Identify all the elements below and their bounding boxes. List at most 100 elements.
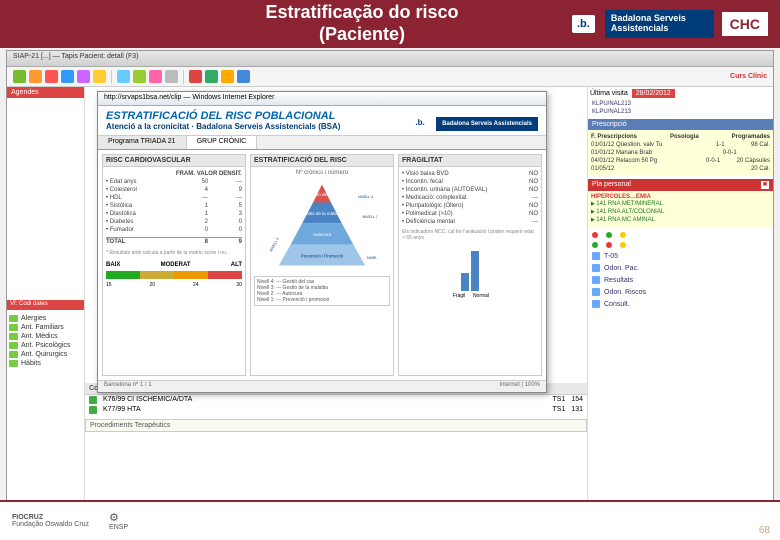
left-category-list: AlergiesAnt. FamiliarsAnt. MèdicsAnt. Ps…	[7, 312, 84, 370]
svg-text:Autocura: Autocura	[313, 232, 332, 237]
fiocruz-sub: Fundação Oswaldo Cruz	[12, 521, 89, 528]
frailty-row: • Pluripatològic (Ollero)NO	[402, 202, 538, 210]
left-item[interactable]: Hàbits	[9, 359, 82, 368]
right-panel: Última visita 28/02/2012 KLPU/NAL213 KLP…	[587, 87, 773, 507]
chc-logo: CHC	[722, 12, 768, 36]
presc-row: 01/05/1220 Cal.	[591, 165, 770, 173]
status-dots-1	[588, 230, 773, 240]
folder-icon	[9, 360, 18, 367]
banner-sub: Atenció a la cronicitat · Badalona Serve…	[106, 122, 340, 131]
plan-header-text: Pla personal	[592, 181, 631, 189]
b-logo-small: .b.	[410, 115, 429, 130]
code1: KLPU/NAL213	[588, 100, 773, 108]
tab-triada[interactable]: Programa TRIADA 21	[98, 136, 187, 149]
cv-row: • Sistòlica15	[106, 202, 242, 210]
presc-header: Prescripció	[588, 119, 773, 130]
left-item[interactable]: Ant. Mèdics	[9, 332, 82, 341]
nav-icon	[592, 276, 600, 284]
toolbar-button-2[interactable]	[45, 70, 58, 83]
plan-item[interactable]: 141 RNA MC AMINAL	[591, 216, 770, 224]
toolbar: Curs Clínic	[7, 67, 773, 87]
nav-item[interactable]: Resultats	[588, 274, 773, 286]
pyramid-summary: Nivell 4: --- Gestió del casNivell 3: --…	[254, 276, 390, 306]
nav-item[interactable]: T-05	[588, 250, 773, 262]
frailty-row: • Deficiència mental---	[402, 218, 538, 226]
svg-text:Gestió del cas: Gestió del cas	[308, 192, 337, 197]
cv-row: • HDL------	[106, 194, 242, 202]
status-dot	[606, 242, 612, 248]
toolbar-button-0[interactable]	[13, 70, 26, 83]
risk-mod: MODERAT	[161, 262, 191, 268]
toolbar-button-12[interactable]	[221, 70, 234, 83]
presc-cols: F. Prescripcions Posologia Programades	[591, 133, 770, 141]
plan-alert-icon: ■	[761, 181, 769, 189]
toolbar-button-1[interactable]	[29, 70, 42, 83]
plan-item[interactable]: 141 RNA MET/MINERAL	[591, 200, 770, 208]
risk-dialog: http://srvaps1bsa.net/clip — Windows Int…	[97, 91, 547, 393]
folder-icon	[9, 342, 18, 349]
risk-low: BAIX	[106, 262, 120, 268]
cond-row[interactable]: K76/99 CI ISCHEMIC/A/DTATS1154	[85, 395, 587, 405]
presc-row: 01/01/12 Qüestion. valv Tu1-198 Cal.	[591, 141, 770, 149]
status-dot	[606, 232, 612, 238]
left-item[interactable]: Ant. Quirurgics	[9, 350, 82, 359]
toolbar-button-9[interactable]	[165, 70, 178, 83]
left-item[interactable]: Ant. Psicològics	[9, 341, 82, 350]
toolbar-button-8[interactable]	[149, 70, 162, 83]
toolbar-button-7[interactable]	[133, 70, 146, 83]
toolbar-button-5[interactable]	[93, 70, 106, 83]
risk-labels: BAIX MODERAT ALT	[106, 262, 242, 268]
page-number: 68	[759, 525, 770, 536]
folder-icon	[9, 333, 18, 340]
cv-row: • Edat anys50---	[106, 178, 242, 186]
tab-cronic[interactable]: GRUP CRÒNIC	[187, 136, 258, 149]
strat-title: ESTRATIFICACIÓ DEL RISC	[251, 155, 393, 167]
dialog-body: RISC CARDIOVASCULAR FRAM. VALOR DENSIT. …	[98, 150, 546, 380]
cv-risk-panel: RISC CARDIOVASCULAR FRAM. VALOR DENSIT. …	[102, 154, 246, 376]
frailty-row: • Incontin. urinària (AUTOEVAL)NO	[402, 186, 538, 194]
pyramid-box: Gestió del cas Gestió de la malaltia Aut…	[254, 176, 390, 276]
presc-c3: Programades	[732, 134, 770, 140]
toolbar-button-13[interactable]	[237, 70, 250, 83]
code2: KLPU/NAL213	[588, 108, 773, 116]
cond-icon	[89, 396, 97, 404]
status-dot	[620, 242, 626, 248]
nav-icon	[592, 300, 600, 308]
header-logos: .b. Badalona Serveis Assistencials CHC	[572, 10, 768, 38]
nav-item[interactable]: Odon. Riscos	[588, 286, 773, 298]
nav-item[interactable]: Odon. Pac.	[588, 262, 773, 274]
cv-total: TOTAL 8 9	[106, 237, 242, 246]
frailty-title: FRAGILITAT	[399, 155, 541, 167]
toolbar-button-10[interactable]	[189, 70, 202, 83]
left-item[interactable]: Alergies	[9, 314, 82, 323]
frailty-bar-labels: Fràgil Normal	[402, 293, 538, 299]
frailty-row: • Polimedicat (>10)NO	[402, 210, 538, 218]
center-panel: http://srvaps1bsa.net/clip — Windows Int…	[85, 87, 587, 507]
status-dot	[620, 232, 626, 238]
risk-bar	[106, 271, 242, 279]
left-item[interactable]: Ant. Familiars	[9, 323, 82, 332]
dialog-titlebar: http://srvaps1bsa.net/clip — Windows Int…	[98, 92, 546, 106]
cv-head: FRAM. VALOR DENSIT.	[106, 170, 242, 178]
window-titlebar: SIAP-21 [...] — Tapis Pacient: detall (F…	[7, 51, 773, 67]
fr-label-normal: Normal	[471, 293, 491, 299]
nav-item[interactable]: Consult.	[588, 298, 773, 310]
toolbar-button-6[interactable]	[117, 70, 130, 83]
svg-text:Gestió de la malaltia: Gestió de la malaltia	[302, 211, 343, 216]
last-visit: Última visita 28/02/2012 KLPU/NAL213 KLP…	[588, 87, 773, 116]
toolbar-button-11[interactable]	[205, 70, 218, 83]
presc-c1: F. Prescripcions	[591, 134, 637, 140]
fiocruz-name: FIOCRUZ	[12, 514, 89, 521]
toolbar-button-3[interactable]	[61, 70, 74, 83]
fiocruz-logo: FIOCRUZ Fundação Oswaldo Cruz	[12, 514, 89, 528]
badalona-logo-small: Badalona Serveis Assistencials	[436, 117, 538, 131]
cv-row: • Colesterol49	[106, 186, 242, 194]
cond-row[interactable]: K77/99 HTATS1131	[85, 405, 587, 415]
frailty-panel: FRAGILITAT • Visió baixa BVDNO• Incontin…	[398, 154, 542, 376]
plan-item[interactable]: 141 RNA ALT/COLONIAL	[591, 208, 770, 216]
cv-h-val: VALOR DENSIT.	[197, 171, 242, 177]
nav-icon	[592, 288, 600, 296]
frailty-note: Els indicadors NCC: cal fer l'avaluació …	[402, 229, 538, 241]
toolbar-button-4[interactable]	[77, 70, 90, 83]
slide-header: Estratificação do risco (Paciente) .b. B…	[0, 0, 780, 48]
